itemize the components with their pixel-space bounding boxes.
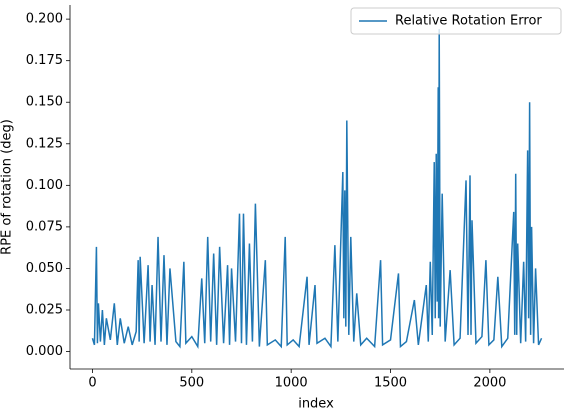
y-tick-label: 0.175 [26, 53, 63, 68]
legend-label: Relative Rotation Error [395, 14, 542, 29]
y-tick-label: 0.000 [26, 344, 63, 359]
x-axis-label: index [298, 397, 334, 412]
x-tick-label: 0 [88, 376, 96, 391]
y-tick-label: 0.150 [26, 95, 63, 110]
data-line [91, 29, 543, 350]
legend-box [350, 7, 562, 35]
x-tick-label: 500 [179, 376, 204, 391]
y-axis-label: RPE of rotation (deg) [0, 119, 15, 255]
y-tick-label: 0.025 [26, 302, 63, 317]
y-tick-label: 0.100 [26, 178, 63, 193]
y-tick-label: 0.050 [26, 261, 63, 276]
y-tick-label: 0.200 [26, 12, 63, 27]
y-tick-label: 0.125 [26, 136, 63, 151]
x-tick-label: 1500 [374, 376, 407, 391]
y-tick-label: 0.075 [26, 219, 63, 234]
x-tick-label: 2000 [473, 376, 506, 391]
x-tick-label: 1000 [275, 376, 308, 391]
